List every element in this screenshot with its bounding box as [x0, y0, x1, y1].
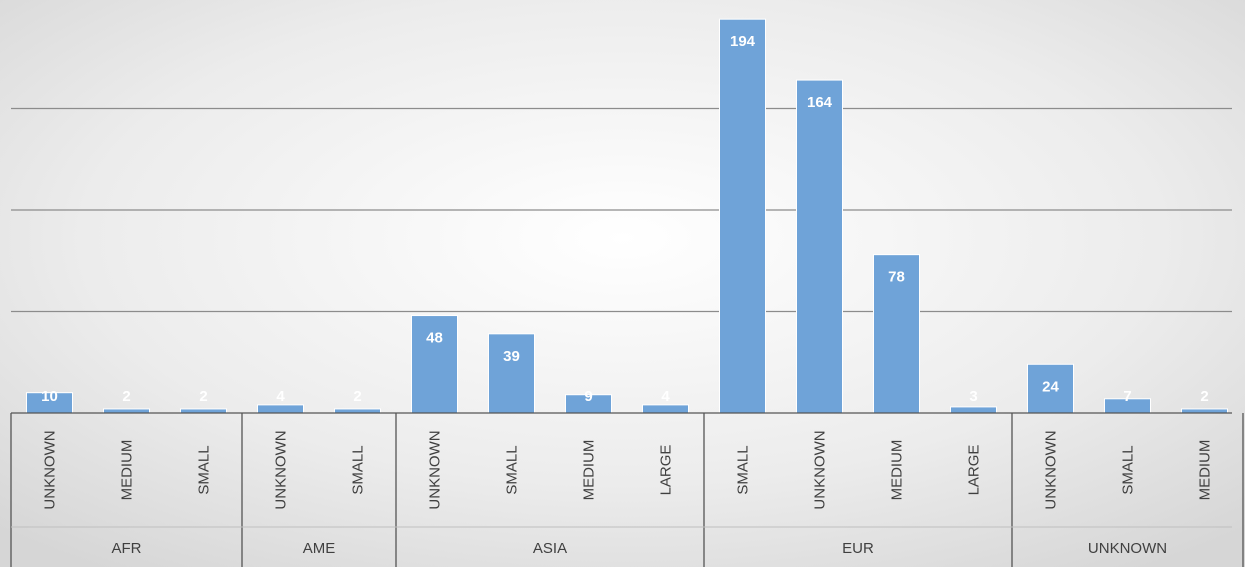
data-label: 9	[584, 388, 592, 405]
gridlines	[11, 107, 1232, 313]
bar-asia-unknown	[411, 315, 458, 414]
category-tick-label: SMALL	[504, 445, 521, 494]
category-tick-label: UNKNOWN	[1043, 430, 1060, 509]
data-label: 4	[276, 388, 285, 405]
bars	[26, 18, 1228, 414]
category-tick-label: UNKNOWN	[427, 430, 444, 509]
category-tick-label: LARGE	[966, 445, 983, 496]
bar-eur-medium	[873, 254, 920, 414]
category-tick-label: UNKNOWN	[273, 430, 290, 509]
bar-ame-unknown	[257, 404, 304, 414]
category-tick-label: MEDIUM	[1197, 440, 1214, 501]
data-label: 2	[353, 388, 361, 405]
bar-unknown-unknown	[1027, 363, 1074, 414]
group-label-ame: AME	[303, 540, 336, 557]
bar-asia-large	[642, 404, 689, 414]
data-label: 4	[661, 388, 670, 405]
data-label: 194	[730, 33, 756, 50]
bar-eur-large	[950, 406, 997, 414]
data-label: 164	[807, 94, 833, 111]
category-tick-label: SMALL	[196, 445, 213, 494]
data-label: 10	[41, 388, 58, 405]
data-label: 3	[969, 388, 977, 405]
data-label: 7	[1123, 388, 1131, 405]
category-tick-label: SMALL	[735, 445, 752, 494]
group-label-unknown: UNKNOWN	[1088, 540, 1167, 557]
group-label-eur: EUR	[842, 540, 874, 557]
category-tick-label: UNKNOWN	[42, 430, 59, 509]
category-tick-label: SMALL	[350, 445, 367, 494]
data-label: 2	[122, 388, 130, 405]
category-tick-label: MEDIUM	[889, 440, 906, 501]
group-label-asia: ASIA	[533, 540, 567, 557]
category-tick-label: SMALL	[1120, 445, 1137, 494]
bar-eur-small	[719, 18, 766, 414]
data-label: 78	[888, 269, 905, 286]
category-tick-label: MEDIUM	[581, 440, 598, 501]
bar-asia-small	[488, 333, 535, 414]
category-tick-label: UNKNOWN	[812, 430, 829, 509]
data-label: 48	[426, 330, 443, 347]
category-tick-label: MEDIUM	[119, 440, 136, 501]
group-label-afr: AFR	[112, 540, 142, 557]
category-axis: UNKNOWN MEDIUM SMALL AFR UNKNOWN SMALL AME UNKN…	[10, 412, 1244, 567]
data-label: 39	[503, 348, 520, 365]
data-label: 2	[1200, 388, 1208, 405]
data-label: 2	[199, 388, 207, 405]
category-tick-label: LARGE	[658, 445, 675, 496]
data-label: 24	[1042, 378, 1059, 395]
bar-eur-unknown	[796, 79, 843, 414]
